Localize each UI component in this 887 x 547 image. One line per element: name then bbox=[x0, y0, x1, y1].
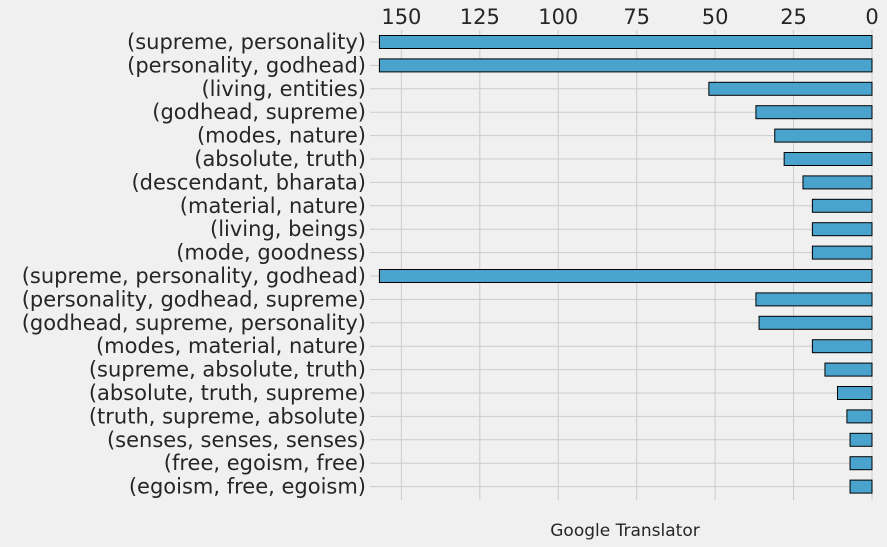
category-label: (supreme, personality, godhead) bbox=[22, 264, 366, 288]
bar bbox=[836, 386, 873, 400]
x-tick-label: 75 bbox=[623, 5, 650, 29]
grid-lines bbox=[370, 30, 873, 500]
bar bbox=[758, 315, 873, 330]
bar bbox=[811, 245, 873, 260]
bar bbox=[378, 35, 873, 49]
category-label: (mode, goodness) bbox=[176, 241, 366, 265]
bar bbox=[849, 456, 873, 471]
category-label: (modes, material, nature) bbox=[96, 334, 366, 358]
x-tick-label: 150 bbox=[381, 5, 421, 29]
category-label: (material, nature) bbox=[180, 194, 366, 218]
category-label: (personality, godhead, supreme) bbox=[22, 287, 366, 311]
category-label: (egoism, free, egoism) bbox=[129, 475, 366, 499]
bar bbox=[811, 198, 873, 213]
category-label: (absolute, truth, supreme) bbox=[89, 381, 366, 405]
category-label: (modes, nature) bbox=[197, 124, 366, 148]
x-axis-label: Google Translator bbox=[550, 521, 699, 541]
category-label: (godhead, supreme, personality) bbox=[22, 311, 366, 335]
category-label: (godhead, supreme) bbox=[152, 100, 366, 124]
bar bbox=[378, 269, 873, 283]
bar bbox=[849, 479, 873, 494]
bar bbox=[824, 362, 873, 377]
category-label: (personality, godhead) bbox=[127, 53, 366, 77]
bar bbox=[378, 58, 873, 73]
category-label: (truth, supreme, absolute) bbox=[89, 404, 366, 428]
bar bbox=[774, 128, 873, 143]
category-label: (descendant, bharata) bbox=[131, 170, 366, 194]
category-label: (living, entities) bbox=[201, 77, 366, 101]
x-tick-label: 0 bbox=[865, 5, 878, 29]
bar bbox=[811, 339, 873, 354]
bars bbox=[378, 35, 873, 494]
bar bbox=[846, 409, 873, 424]
bar bbox=[755, 105, 873, 120]
category-labels: (supreme, personality)(personality, godh… bbox=[22, 30, 366, 499]
x-tick-label: 100 bbox=[538, 5, 578, 29]
bar bbox=[802, 175, 873, 190]
x-tick-label: 125 bbox=[460, 5, 500, 29]
x-tick-label: 25 bbox=[780, 5, 807, 29]
category-label: (free, egoism, free) bbox=[164, 451, 366, 475]
x-tick-labels: 150 125 100 75 50 25 0 bbox=[381, 5, 878, 29]
bar bbox=[811, 222, 873, 237]
bar bbox=[783, 152, 873, 166]
bar bbox=[708, 81, 873, 96]
category-label: (living, beings) bbox=[210, 217, 366, 241]
bar bbox=[755, 292, 873, 307]
category-label: (supreme, personality) bbox=[127, 30, 366, 54]
category-label: (absolute, truth) bbox=[194, 147, 366, 171]
category-label: (supreme, absolute, truth) bbox=[89, 358, 366, 382]
x-tick-label: 50 bbox=[702, 5, 729, 29]
bar bbox=[849, 432, 873, 447]
category-label: (senses, senses, senses) bbox=[107, 428, 366, 452]
